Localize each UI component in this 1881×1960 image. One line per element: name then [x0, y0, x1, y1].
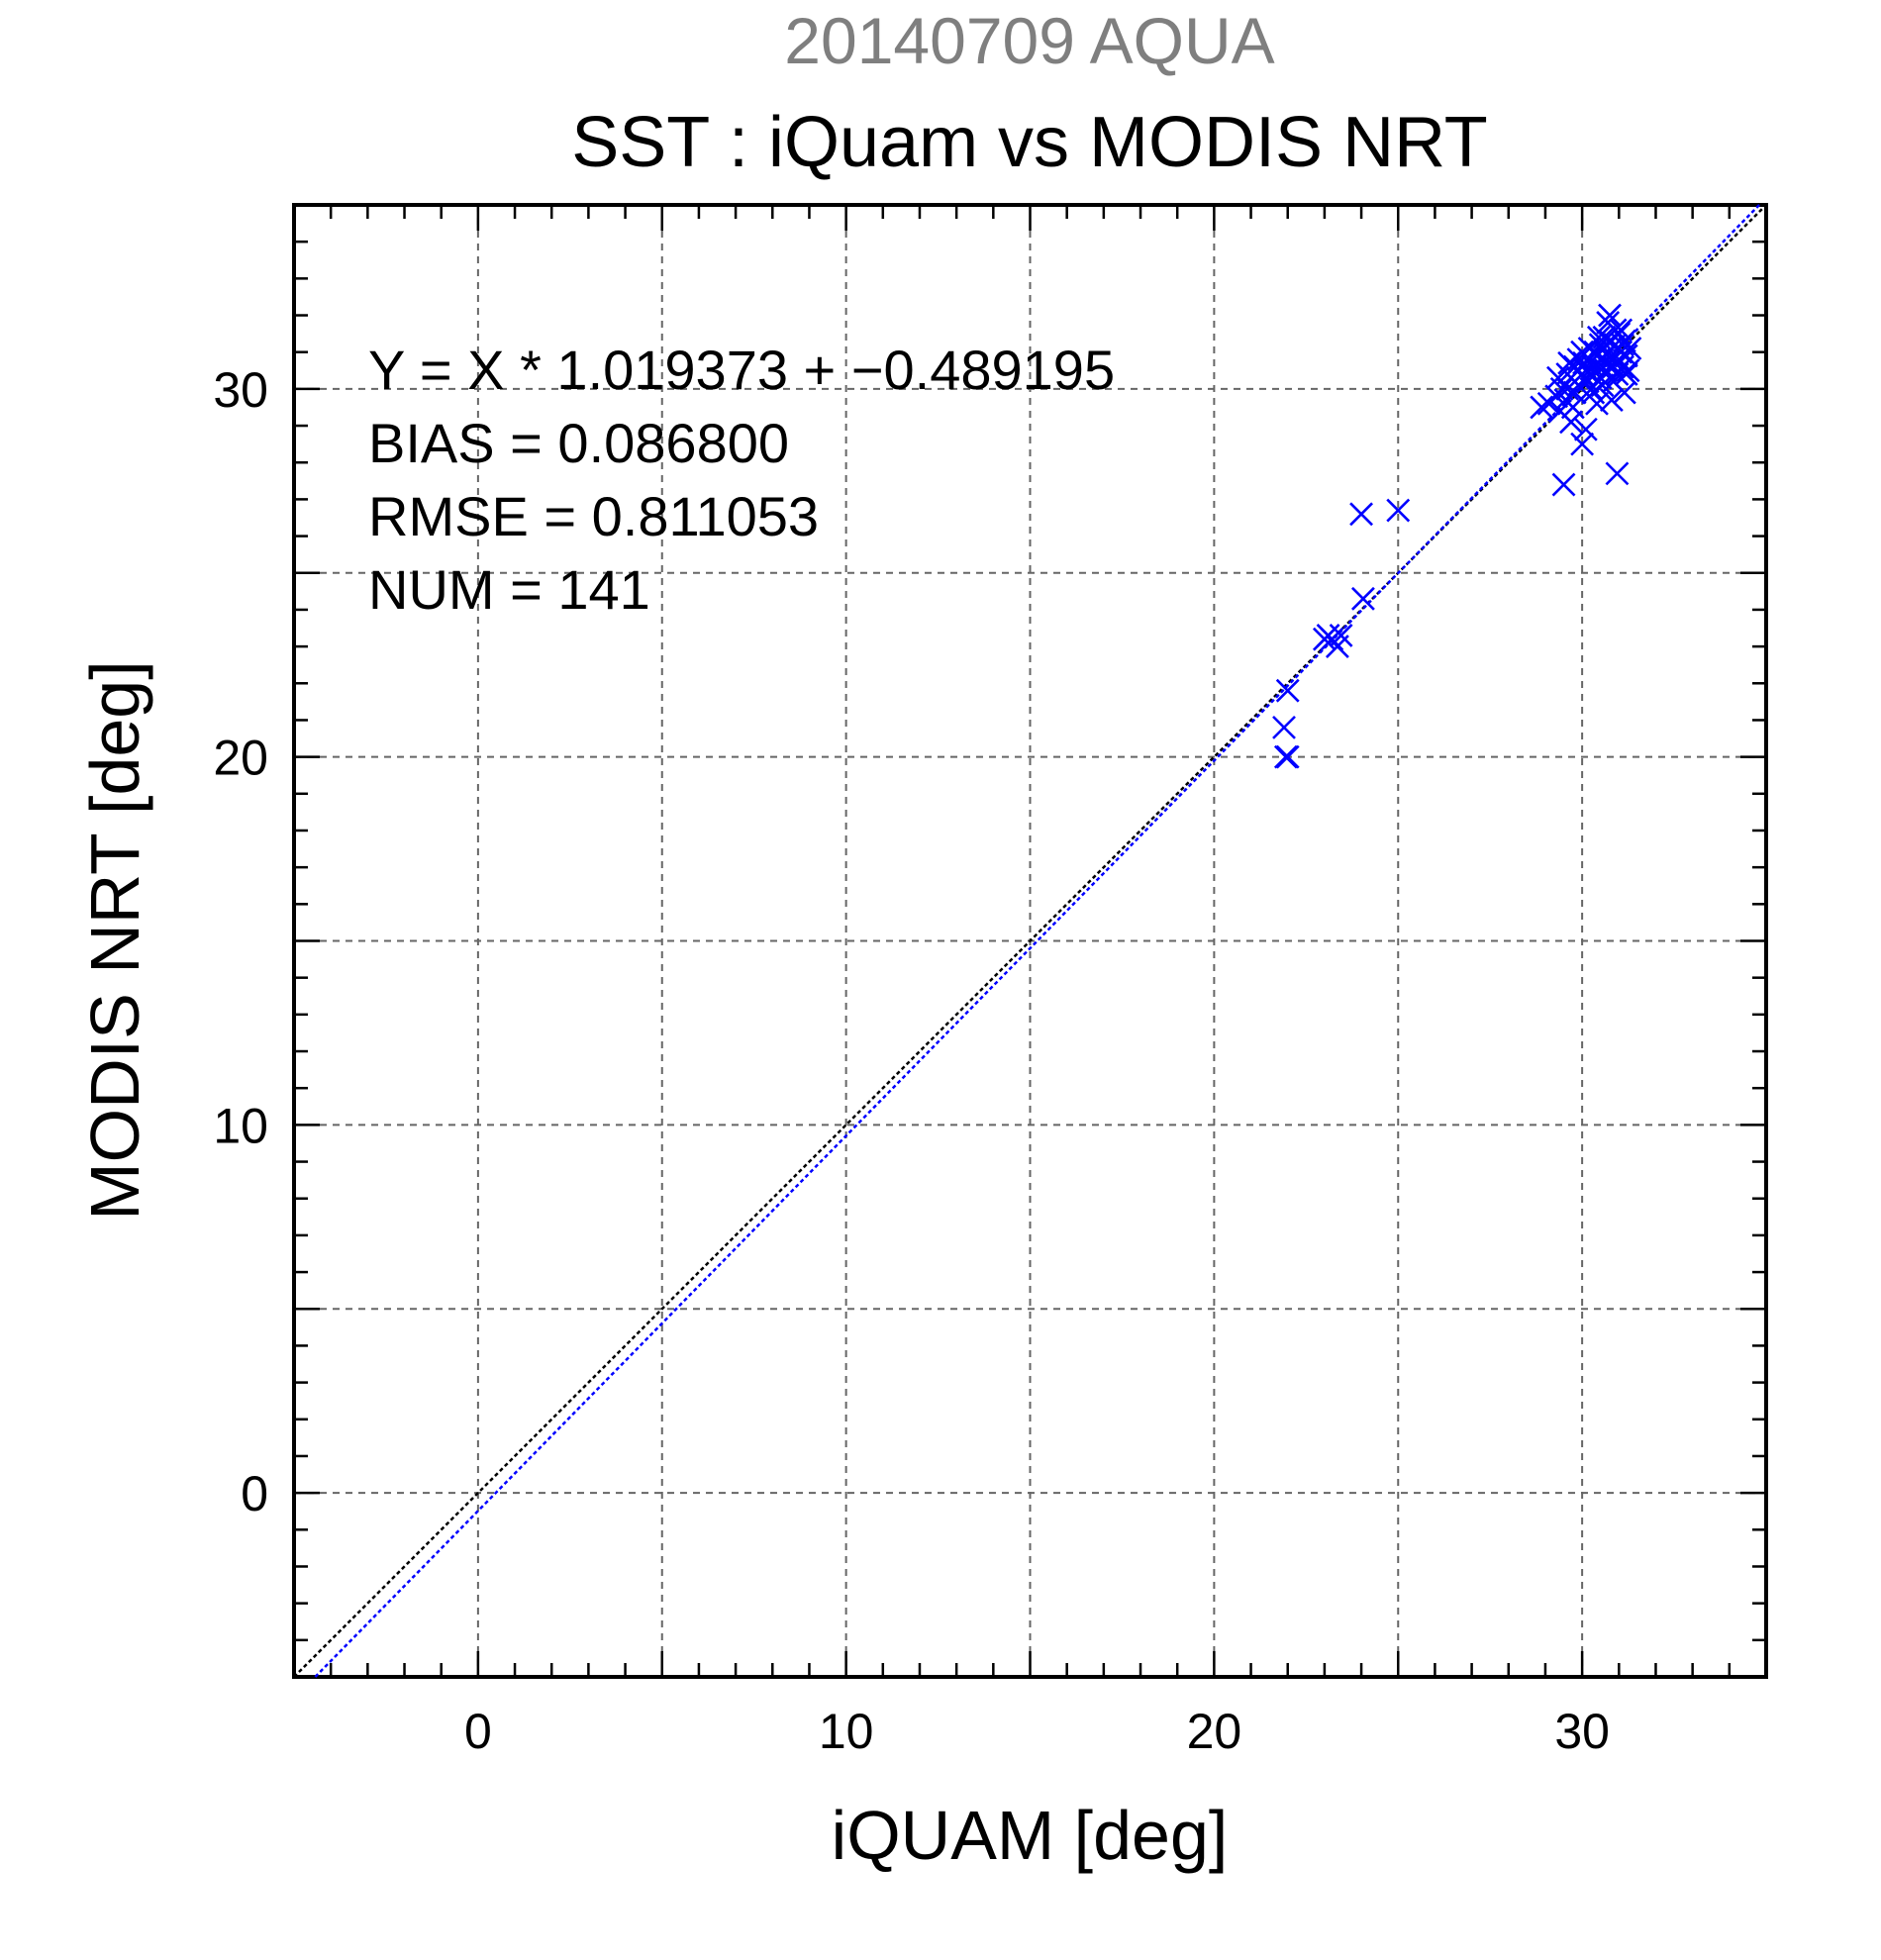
identity-reference-line — [293, 204, 1767, 1678]
num-stat: NUM = 141 — [368, 558, 650, 621]
rmse-stat: RMSE = 0.811053 — [368, 485, 819, 547]
grid-lines — [294, 205, 1766, 1677]
regression-equation: Y = X * 1.019373 + −0.489195 — [368, 339, 1115, 401]
data-point — [1570, 432, 1595, 456]
data-point — [1547, 399, 1572, 424]
y-tick-label: 0 — [241, 1466, 268, 1521]
data-point — [1551, 472, 1576, 497]
data-point — [1616, 358, 1640, 383]
tick-labels: 0 10 20 30 0 10 20 30 — [213, 362, 1610, 1759]
data-point — [1325, 635, 1349, 659]
data-point — [1598, 303, 1622, 328]
data-point — [1272, 715, 1296, 739]
data-point — [1575, 369, 1600, 394]
data-point — [1579, 376, 1604, 401]
x-tick-label: 10 — [819, 1704, 874, 1759]
chart-title: SST : iQuam vs MODIS NRT — [571, 103, 1488, 182]
bias-stat: BIAS = 0.086800 — [368, 412, 789, 474]
x-tick-label: 30 — [1554, 1704, 1610, 1759]
data-point — [1349, 502, 1373, 527]
data-point — [1386, 498, 1411, 523]
data-point — [1614, 362, 1638, 386]
data-point — [1570, 340, 1595, 364]
chart-date-title: 20140709 AQUA — [784, 4, 1274, 77]
y-tick-label: 30 — [213, 362, 268, 418]
data-point — [1573, 417, 1598, 441]
data-point — [1312, 627, 1336, 651]
data-point — [1275, 744, 1300, 769]
data-point — [1577, 337, 1602, 360]
data-point — [1273, 744, 1298, 769]
data-point — [1351, 586, 1375, 611]
data-point — [1594, 342, 1619, 366]
data-point — [1605, 461, 1630, 486]
y-axis-label: MODIS NRT [deg] — [76, 660, 153, 1220]
data-point — [1546, 365, 1570, 390]
y-tick-label: 20 — [213, 731, 268, 786]
data-points — [1272, 303, 1642, 769]
data-point — [1560, 395, 1585, 420]
plot-area-frame — [292, 203, 1768, 1679]
x-tick-label: 0 — [464, 1704, 492, 1759]
data-point — [1275, 678, 1300, 703]
data-point — [1609, 318, 1634, 343]
data-point — [1599, 388, 1624, 412]
data-point — [1601, 369, 1626, 394]
data-point — [1585, 391, 1609, 416]
y-tick-label: 10 — [213, 1098, 268, 1153]
data-point — [1618, 337, 1642, 360]
data-point — [1586, 325, 1611, 349]
data-point — [1530, 395, 1554, 420]
x-tick-label: 20 — [1187, 1704, 1242, 1759]
data-point — [1557, 350, 1582, 375]
x-axis-label: iQUAM [deg] — [832, 1797, 1229, 1874]
